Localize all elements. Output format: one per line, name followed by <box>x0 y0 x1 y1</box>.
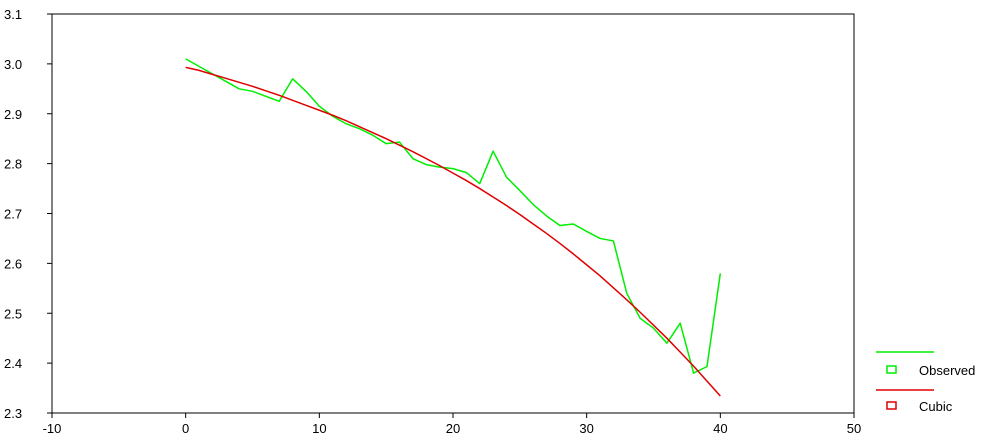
x-tick-label: 10 <box>312 421 326 436</box>
y-tick-label: 2.5 <box>4 306 22 321</box>
legend: Observed Cubic <box>876 351 975 414</box>
y-axis: 2.3 2.4 2.5 2.6 2.7 2.8 2.9 3.0 3.1 <box>4 7 52 421</box>
y-tick-label: 2.9 <box>4 107 22 122</box>
legend-marker-observed <box>886 365 897 374</box>
legend-marker-cubic <box>886 401 897 410</box>
series-line-observed <box>185 58 722 374</box>
plot-border <box>51 13 855 414</box>
y-tick-label: 3.1 <box>4 7 22 22</box>
x-axis: -10 0 10 20 30 40 50 <box>43 413 861 436</box>
y-tick-label: 2.4 <box>4 356 22 371</box>
x-tick-label: 30 <box>579 421 593 436</box>
y-tick-label: 2.3 <box>4 406 22 421</box>
legend-label-cubic: Cubic <box>919 399 953 414</box>
x-tick-label: 40 <box>713 421 727 436</box>
y-tick-label: 2.8 <box>4 157 22 172</box>
y-tick-label: 3.0 <box>4 57 22 72</box>
y-tick-label: 2.6 <box>4 256 22 271</box>
y-tick-label: 2.7 <box>4 207 22 222</box>
series-line-cubic <box>185 66 721 397</box>
legend-label-observed: Observed <box>919 363 975 378</box>
x-tick-label: 50 <box>847 421 861 436</box>
series-layer <box>185 58 722 397</box>
plot-frame <box>51 13 855 414</box>
x-tick-label: 0 <box>182 421 189 436</box>
x-tick-label: 20 <box>446 421 460 436</box>
x-tick-label: -10 <box>43 421 62 436</box>
